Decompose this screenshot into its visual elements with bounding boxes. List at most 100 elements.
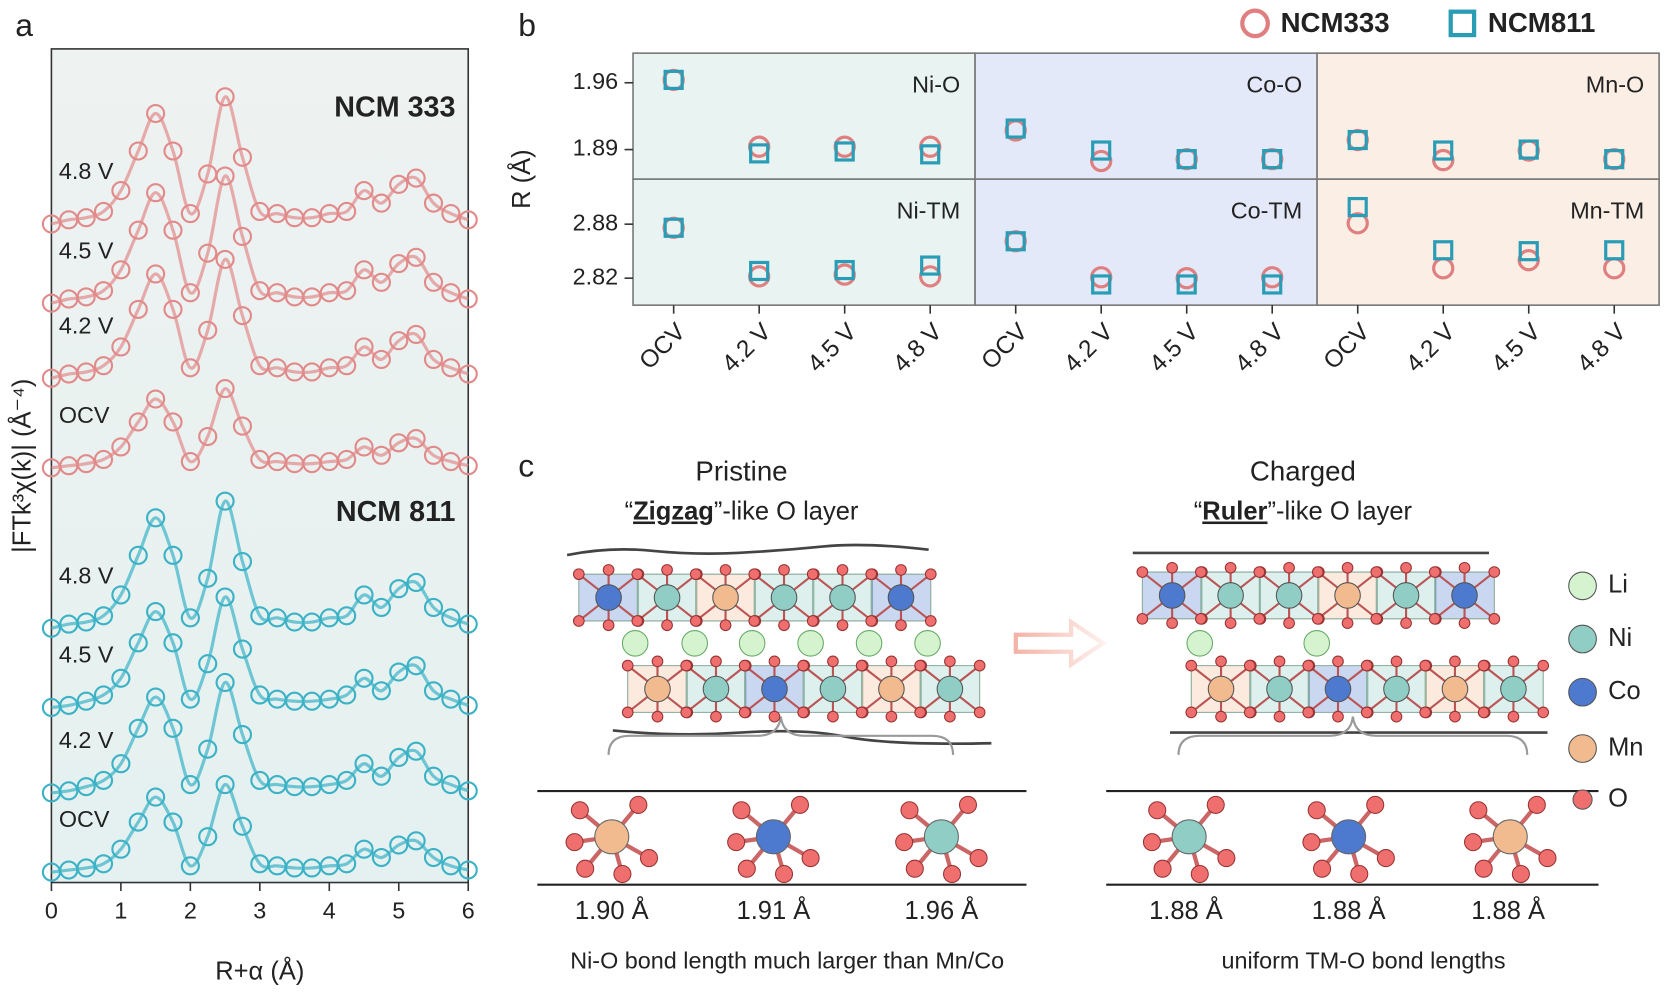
atom	[1275, 582, 1303, 609]
subpanel-label: Co-O	[1246, 71, 1302, 97]
data-point	[267, 608, 287, 628]
oxygen	[1185, 706, 1198, 719]
oxygen	[738, 706, 751, 719]
data-point	[215, 775, 235, 795]
atom	[761, 675, 788, 703]
y-tick-label: 1.89	[573, 135, 619, 161]
transition-arrow	[1013, 618, 1107, 669]
data-point	[1518, 241, 1539, 262]
data-point	[371, 272, 391, 292]
data-point	[59, 695, 79, 715]
oxygen	[710, 710, 722, 723]
oxygen	[1311, 612, 1324, 625]
legend-label: Co	[1608, 677, 1641, 705]
data-point	[198, 739, 218, 759]
oxygen	[570, 801, 589, 820]
state-title: Charged	[1250, 455, 1356, 486]
data-point	[1005, 231, 1026, 252]
panel-a: a 0 1 2 3 4 5 6 R+α (Å) |FTk³χ(k)| (Å⁻⁴) 4.8 V 4.5 …	[7, 7, 478, 986]
oxygen	[895, 833, 914, 852]
oxygen	[806, 615, 819, 627]
data-point	[441, 283, 461, 303]
data-point	[1005, 118, 1026, 139]
fit-line	[51, 174, 469, 305]
x-tick-label: 2	[184, 897, 197, 923]
data-point	[834, 259, 855, 281]
y-tick-label: 2.82	[573, 263, 619, 289]
oxygen	[661, 619, 673, 632]
oxygen	[778, 619, 790, 632]
legend-label: Ni	[1608, 624, 1632, 652]
oxygen	[1311, 566, 1324, 578]
data-point	[111, 754, 131, 774]
oxygen	[1273, 710, 1286, 723]
oxygen	[924, 568, 937, 581]
data-point	[458, 364, 478, 384]
oxygen	[565, 833, 584, 852]
x-axis-label: R+α (Å)	[215, 956, 304, 986]
oxygen	[958, 795, 978, 814]
y-axis-label: |FTk³χ(k)| (Å⁻⁴)	[7, 379, 37, 553]
curve-label: 4.5 V	[59, 642, 114, 668]
data-point	[1433, 240, 1454, 261]
oxygen	[905, 859, 924, 878]
legend-label: Mn	[1608, 733, 1643, 761]
oxygen	[629, 795, 648, 814]
data-point	[93, 854, 114, 874]
fit-line	[51, 95, 469, 226]
oxygen	[1253, 612, 1266, 625]
lithium	[914, 629, 941, 657]
oxygen	[1302, 833, 1321, 852]
curve-label: 4.8 V	[59, 158, 114, 184]
data-point	[302, 362, 322, 382]
data-point	[423, 272, 444, 292]
data-point	[371, 193, 391, 213]
data-point	[163, 220, 183, 240]
data-point	[423, 681, 444, 701]
panel-b: b Ni-O Co-O Mn-O 1.89 1.96 Ni-TM Co-TM Mn-TM 2.82…	[506, 7, 1660, 378]
subpanel-label: Co-TM	[1231, 197, 1302, 223]
oxygen	[1400, 617, 1412, 629]
state-subtitle: “Ruler”-like O layer	[1194, 497, 1413, 525]
oxygen	[1537, 706, 1550, 719]
data-point	[1604, 240, 1625, 261]
oxygen	[1538, 849, 1557, 868]
data-point	[319, 775, 339, 795]
atom	[770, 584, 798, 611]
data-point	[371, 847, 391, 868]
oxygen	[602, 619, 615, 632]
data-point	[250, 685, 270, 705]
oxygen	[836, 619, 849, 632]
oxygen	[1136, 566, 1149, 578]
data-point	[163, 141, 183, 161]
oxygen	[737, 859, 756, 878]
oxygen	[1390, 655, 1403, 668]
data-point	[441, 608, 461, 628]
oxygen	[942, 864, 962, 884]
oxygen	[924, 615, 937, 627]
data-point	[1090, 149, 1113, 173]
atom	[923, 819, 959, 855]
data-point	[406, 168, 426, 188]
x-tick-label: 4.5 V	[1487, 318, 1547, 378]
data-point	[215, 672, 235, 693]
oxygen	[1419, 659, 1432, 672]
oxygen	[1458, 617, 1471, 629]
data-point	[337, 449, 357, 470]
atom	[702, 675, 730, 703]
data-point	[319, 689, 339, 709]
oxygen	[1370, 612, 1383, 625]
curve-label: 4.8 V	[59, 562, 114, 588]
data-point	[337, 685, 357, 705]
oxygen	[748, 568, 761, 581]
atom	[1334, 582, 1361, 609]
legend-atom	[1568, 734, 1597, 763]
data-point	[111, 181, 131, 201]
legend-atom	[1572, 789, 1593, 810]
oxygen	[1370, 566, 1383, 578]
data-point	[371, 681, 391, 701]
crystal-layer	[1185, 655, 1550, 723]
data-point	[354, 754, 374, 774]
oxygen	[1273, 655, 1286, 668]
data-point	[180, 358, 200, 378]
